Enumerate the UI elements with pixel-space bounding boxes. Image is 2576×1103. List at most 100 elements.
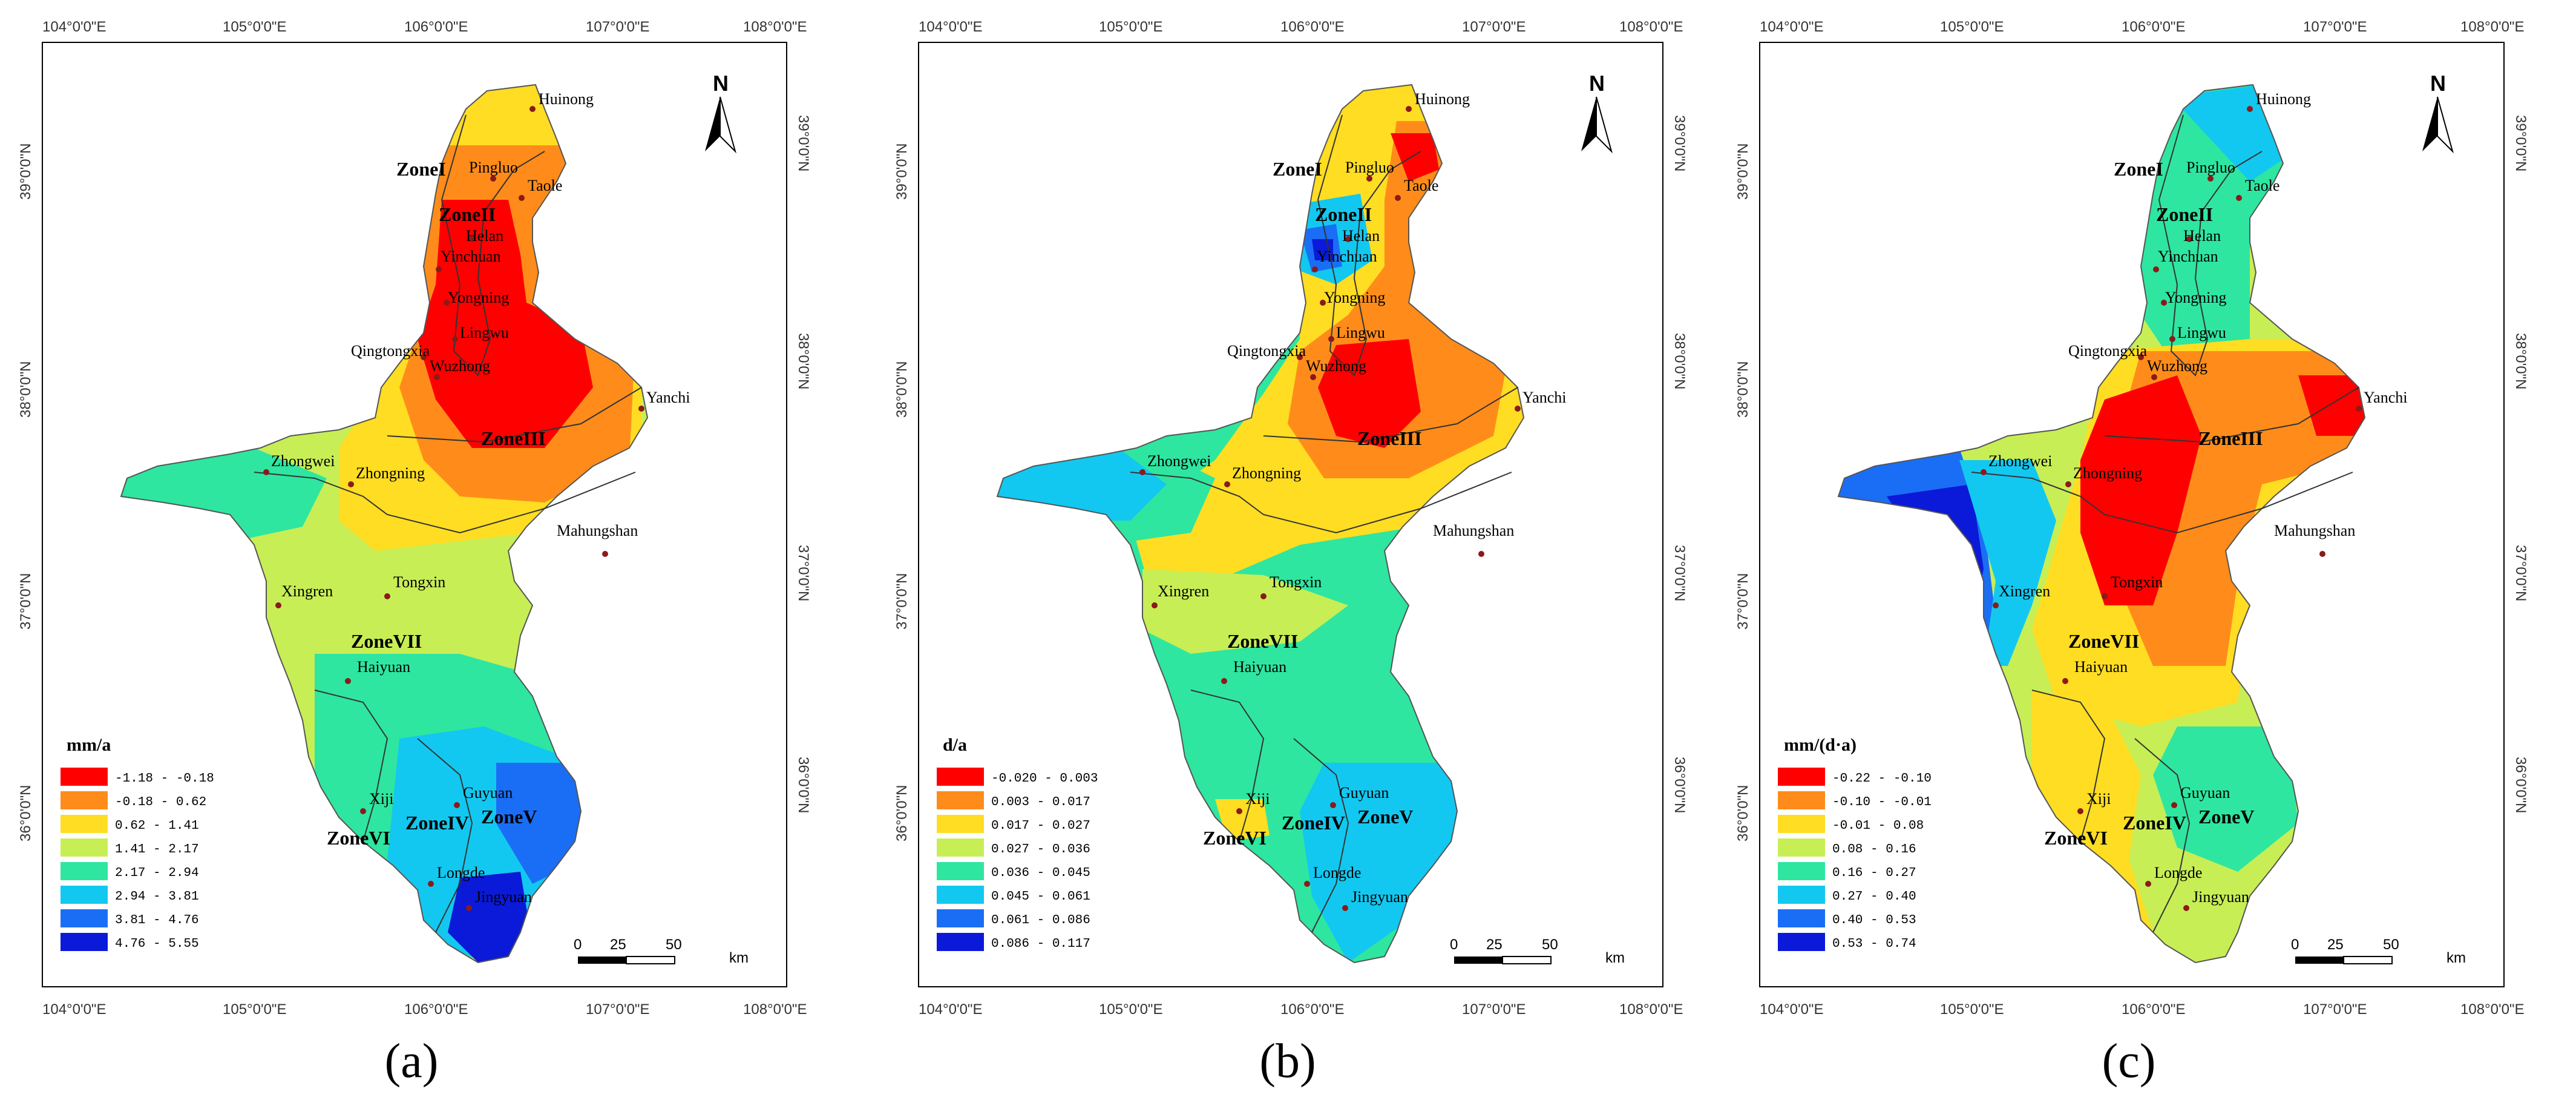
city-label: Lingwu [2177,324,2226,341]
panel-caption: (c) [2102,1035,2156,1088]
north-arrow-icon: N [705,71,736,154]
scale-bar: 0 25 50 km [574,937,749,966]
city-label: Helan [2183,227,2221,245]
svg-text:mm/(d·a): mm/(d·a) [1784,735,1857,755]
city-label: Xiji [2086,790,2111,808]
city-label: Tongxin [2111,573,2163,591]
city-label: Yongning [2165,289,2226,306]
svg-text:0.53 - 0.74: 0.53 - 0.74 [1832,937,1916,951]
svg-text:4.76 - 5.55: 4.76 - 5.55 [115,937,199,951]
lon-tick-bottom: 107°0'0"E [1462,1001,1526,1018]
lon-tick-bottom: 104°0'0"E [919,1001,982,1018]
lat-tick-right: 37°0'0"N [1671,545,1688,601]
zone-label: ZoneII [1315,203,1372,225]
zone-label: ZoneI [396,158,446,180]
lon-tick-bottom: 105°0'0"E [1940,1001,2004,1018]
city-label: Yanchi [1522,389,1566,406]
zone-label: ZoneVII [351,630,422,652]
city-label: Jingyuan [1351,888,1408,906]
scale-bar: 0 25 50 km [2291,937,2466,966]
zone-label: ZoneII [439,203,496,225]
legend: d/a -0.020 - 0.003 0.003 - 0.017 0.017 -… [937,735,1098,951]
city-label: Longde [437,864,485,881]
lon-tick-bottom: 108°0'0"E [743,1001,807,1018]
city-label: Xiji [1245,790,1270,808]
lon-tick-bottom: 107°0'0"E [586,1001,649,1018]
city-label: Zhongwei [1147,452,1211,470]
city-label: Lingwu [460,324,509,341]
lat-tick-right: 38°0'0"N [795,333,811,389]
lon-tick-top: 107°0'0"E [1462,19,1526,35]
lat-tick-right: 36°0'0"N [795,757,811,813]
svg-text:0: 0 [1450,937,1458,953]
zone-label: ZoneIII [481,427,546,449]
lon-tick-bottom: 108°0'0"E [2460,1001,2524,1018]
svg-text:25: 25 [2327,937,2344,953]
city-label: Huinong [1415,90,1470,108]
lon-tick-top: 107°0'0"E [2303,19,2367,35]
zone-label: ZoneV [481,806,537,828]
svg-text:N: N [1589,71,1605,96]
map-frame [42,42,787,987]
map-panel-c: 104°0'0"E 105°0'0"E 106°0'0"E 107°0'0"E … [1717,0,2576,1103]
svg-text:0.027 - 0.036: 0.027 - 0.036 [991,843,1090,857]
lat-tick-right: 38°0'0"N [2512,333,2529,389]
city-label: Wuzhong [1306,357,1366,375]
city-label: Yinchuan [2158,248,2218,265]
city-label: Yanchi [2364,389,2407,406]
svg-text:2.94 - 3.81: 2.94 - 3.81 [115,890,199,904]
city-label: Yongning [1324,289,1385,306]
svg-text:-0.10 - -0.01: -0.10 - -0.01 [1832,795,1932,809]
city-label: Tongxin [393,573,445,591]
city-label: Qingtongxia [351,342,430,360]
lat-tick-left: 36°0'0"N [894,785,910,841]
city-label: Xingren [281,582,333,600]
city-label: Guyuan [2180,784,2230,802]
city-label: Xiji [369,790,393,808]
lat-tick-left: 37°0'0"N [1735,573,1751,630]
lat-tick-left: 39°0'0"N [18,143,34,200]
city-label: Wuzhong [2147,357,2207,375]
lon-tick-bottom: 108°0'0"E [1619,1001,1683,1018]
zone-label: ZoneI [2114,158,2163,180]
lat-tick-left: 36°0'0"N [1735,785,1751,841]
svg-text:0.003 - 0.017: 0.003 - 0.017 [991,795,1090,809]
city-label: Longde [2154,864,2202,881]
city-label: Haiyuan [1233,658,1286,676]
lon-tick-top: 104°0'0"E [1760,19,1823,35]
city-label: Pingluo [2186,159,2235,176]
lon-tick-top: 104°0'0"E [42,19,106,35]
lat-tick-left: 38°0'0"N [1735,361,1751,418]
city-label: Wuzhong [430,357,490,375]
city-label: Mahungshan [557,522,638,539]
map-a: 104°0'0"E 105°0'0"E 106°0'0"E 107°0'0"E … [18,19,811,1018]
svg-text:mm/a: mm/a [67,735,111,755]
lat-tick-left: 36°0'0"N [18,785,34,841]
lon-tick-top: 104°0'0"E [919,19,982,35]
city-label: Zhongning [1232,464,1301,482]
zone-label: ZoneVII [1227,630,1298,652]
lon-tick-top: 108°0'0"E [2460,19,2524,35]
map-frame [918,42,1663,987]
svg-text:0.16 - 0.27: 0.16 - 0.27 [1832,866,1916,880]
svg-text:0.045 - 0.061: 0.045 - 0.061 [991,890,1090,904]
lon-tick-top: 108°0'0"E [1619,19,1683,35]
lon-tick-top: 105°0'0"E [223,19,286,35]
legend: mm/(d·a) -0.22 - -0.10 -0.10 - -0.01 -0.… [1778,735,1932,951]
lat-tick-right: 38°0'0"N [1671,333,1688,389]
city-label: Helan [466,227,503,245]
svg-text:km: km [729,950,749,966]
zone-label: ZoneVI [327,827,390,849]
city-label: Jingyuan [475,888,532,906]
lat-tick-right: 39°0'0"N [2512,115,2529,171]
svg-text:0.061 - 0.086: 0.061 - 0.086 [991,914,1090,927]
lat-tick-right: 37°0'0"N [2512,545,2529,601]
city-label: Guyuan [463,784,513,802]
city-label: Lingwu [1336,324,1385,341]
city-label: Zhongwei [271,452,335,470]
city-label: Xingren [1999,582,2050,600]
lat-tick-right: 39°0'0"N [795,115,811,171]
city-label: Guyuan [1339,784,1389,802]
lon-tick-top: 106°0'0"E [404,19,468,35]
svg-text:50: 50 [2383,937,2399,953]
